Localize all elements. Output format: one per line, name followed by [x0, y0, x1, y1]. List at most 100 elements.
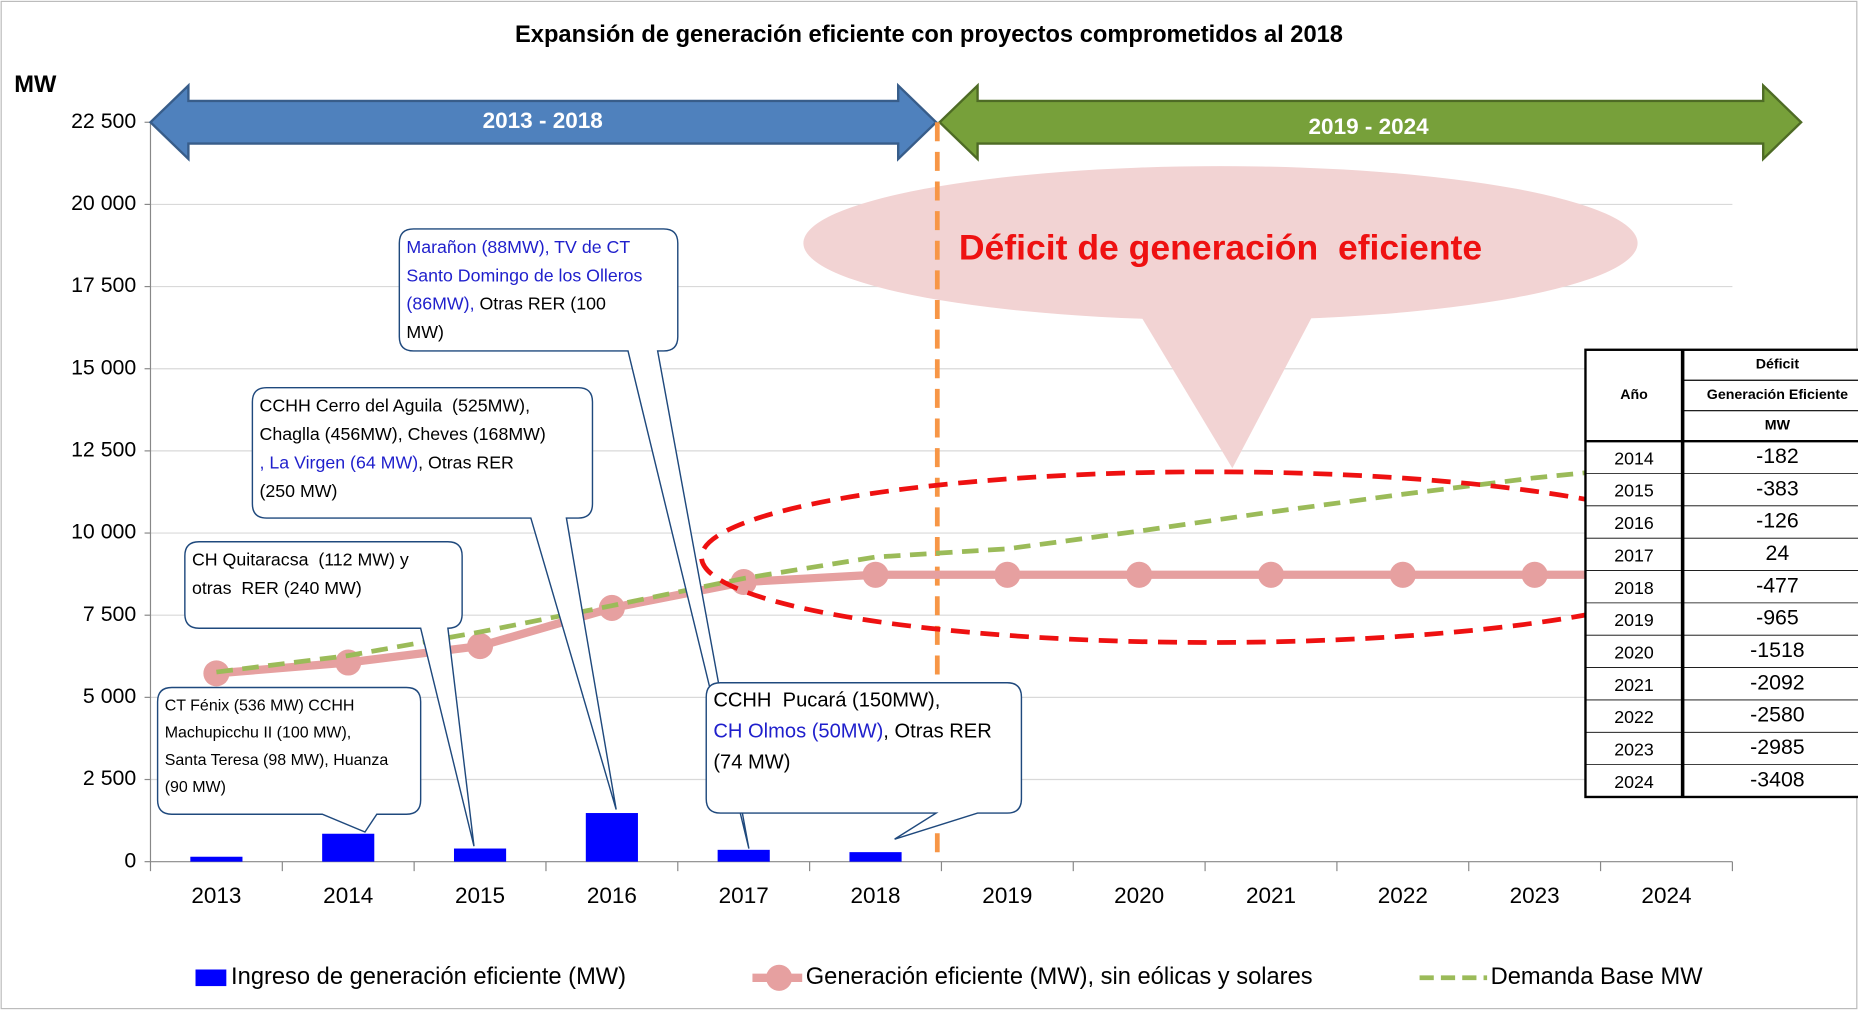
period-arrow [937, 82, 1803, 162]
x-tick-label: 2015 [455, 883, 505, 908]
callout-segment: , Otras RER [418, 452, 514, 472]
legend-swatch [766, 964, 793, 991]
y-tick-label: 7 500 [83, 602, 136, 626]
series-marker [1126, 561, 1153, 588]
callout-text: CH Olmos (50MW), Otras RER [713, 721, 991, 743]
callout-segment: MW) [406, 322, 443, 342]
y-tick-label: 10 000 [71, 520, 136, 544]
series-marker [994, 561, 1021, 588]
callout-segment: CCHH Cerro del Aguila (525MW), [260, 395, 531, 415]
table-cell: -2092 [1750, 670, 1805, 694]
legend-label: Demanda Base MW [1491, 964, 1704, 990]
table-bg [1584, 348, 1858, 799]
legend-label: Generación eficiente (MW), sin eólicas y… [806, 964, 1313, 990]
callout-segment: Chaglla (456MW), Cheves (168MW) [260, 424, 546, 444]
y-tick-label: 12 500 [71, 438, 136, 462]
series-line [216, 462, 1667, 675]
callout-text: , La Virgen (64 MW), Otras RER [260, 452, 514, 472]
y-tick-label: 5 000 [83, 684, 136, 708]
deficit-bubble [803, 166, 1638, 321]
table-cell: 2024 [1614, 772, 1654, 792]
period-label: 2013 - 2018 [483, 108, 603, 133]
callout-text: (86MW), Otras RER (100 [406, 293, 606, 313]
table-cell: 2014 [1614, 448, 1654, 468]
table-cell: -182 [1756, 444, 1799, 468]
table-cell: -477 [1756, 573, 1799, 597]
callout-segment: CH Quitaracsa (112 MW) y [192, 549, 409, 569]
callout-text: CT Fénix (536 MW) CCHH [165, 698, 355, 715]
table-cell: -2985 [1750, 735, 1805, 759]
callout-text: otras RER (240 MW) [192, 578, 362, 598]
table-cell: 2016 [1614, 513, 1654, 533]
y-axis-label: MW [14, 72, 57, 98]
x-tick-label: 2019 [982, 883, 1032, 908]
callout-text: Chaglla (456MW), Cheves (168MW) [260, 424, 546, 444]
table-cell: -383 [1756, 476, 1799, 500]
callout-text: (250 MW) [260, 481, 338, 501]
table-cell: -1518 [1750, 638, 1805, 662]
callout-box [251, 386, 617, 810]
x-tick-label: 2017 [719, 883, 769, 908]
table-cell: 2015 [1614, 481, 1654, 501]
legend-label: Ingreso de generación eficiente (MW) [231, 964, 626, 990]
callout-text: Marañon (88MW), TV de CT [406, 237, 630, 257]
callout-segment: CCHH Pucará (150MW), [713, 690, 940, 712]
callout-text: (74 MW) [713, 752, 790, 774]
period-label: 2019 - 2024 [1309, 114, 1430, 139]
table-cell: 2021 [1614, 675, 1654, 695]
table-header: MW [1765, 418, 1791, 434]
callout-segment: CH Olmos (50MW) [713, 721, 883, 743]
table-cell: 2017 [1614, 545, 1654, 565]
series-line [216, 570, 1667, 678]
x-tick-label: 2018 [850, 883, 900, 908]
callout-text: (90 MW) [165, 779, 226, 796]
chart-title: Expansión de generación eficiente con pr… [515, 22, 1343, 48]
series-marker [467, 633, 494, 660]
callout-segment: (74 MW) [713, 752, 790, 774]
bar [190, 856, 243, 862]
callout-text: Santa Teresa (98 MW), Huanza [165, 752, 389, 769]
callout-segment: Otras RER (100 [475, 293, 606, 313]
bar [849, 852, 902, 862]
y-tick-label: 20 000 [71, 191, 136, 215]
deficit-bubble [1137, 310, 1316, 469]
table-cell: -965 [1756, 606, 1799, 630]
x-tick-label: 2023 [1510, 883, 1560, 908]
table-cell: 2022 [1614, 707, 1654, 727]
callout-box [705, 682, 1023, 840]
table-cell: 2023 [1614, 740, 1654, 760]
callout-segment: CT Fénix (536 MW) CCHH [165, 698, 355, 715]
table-cell: 2018 [1614, 578, 1654, 598]
table-cell: 24 [1766, 541, 1790, 565]
y-tick-label: 0 [124, 848, 136, 872]
series-marker [1257, 561, 1285, 588]
callout-box [156, 686, 422, 833]
callout-segment: (250 MW) [260, 481, 338, 501]
table-cell: -2580 [1750, 703, 1805, 727]
callout-segment: Santa Teresa (98 MW), Huanza [165, 752, 389, 769]
callout-segment: Santo Domingo de los Olleros [406, 265, 642, 285]
bar [322, 833, 375, 862]
x-tick-label: 2022 [1378, 883, 1428, 908]
series-marker [1389, 561, 1416, 588]
legend-swatch [195, 969, 227, 987]
table-cell: -126 [1756, 509, 1799, 533]
callout-segment: otras RER (240 MW) [192, 578, 362, 598]
callout-segment: Machupicchu II (100 MW), [165, 725, 352, 742]
y-tick-label: 2 500 [83, 766, 136, 790]
y-tick-label: 15 000 [71, 355, 136, 379]
x-tick-label: 2013 [191, 883, 241, 908]
x-tick-label: 2024 [1641, 883, 1691, 908]
table-cell: 2019 [1614, 610, 1654, 630]
series-marker [1521, 561, 1548, 588]
x-tick-label: 2020 [1114, 883, 1164, 908]
series-marker [862, 561, 889, 588]
callout-segment: , Otras RER [883, 721, 991, 743]
callout-text: Santo Domingo de los Olleros [406, 265, 642, 285]
deficit-note: Déficit de generación eficiente [959, 228, 1482, 268]
callout-segment: (86MW), [406, 293, 474, 313]
y-tick-label: 17 500 [71, 273, 136, 297]
callout-text: CH Quitaracsa (112 MW) y [192, 549, 409, 569]
callout-segment: (90 MW) [165, 779, 226, 796]
